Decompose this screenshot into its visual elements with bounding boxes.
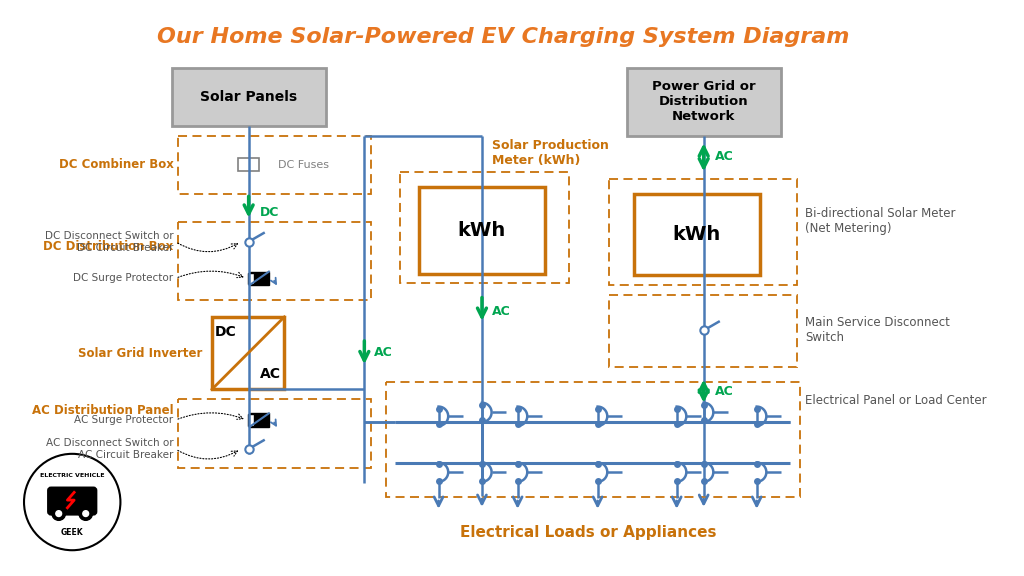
Text: DC Distribution Box: DC Distribution Box — [43, 240, 173, 253]
Text: GEEK: GEEK — [60, 528, 84, 537]
Bar — [634, 194, 760, 275]
Bar — [250, 272, 269, 285]
Bar — [627, 68, 781, 136]
Bar — [419, 187, 545, 274]
Text: kWh: kWh — [673, 225, 721, 244]
Text: DC: DC — [260, 206, 280, 219]
Text: Main Service Disconnect
Switch: Main Service Disconnect Switch — [805, 316, 950, 344]
Text: DC Surge Protector: DC Surge Protector — [74, 274, 173, 283]
Circle shape — [52, 507, 66, 520]
Text: Our Home Solar-Powered EV Charging System Diagram: Our Home Solar-Powered EV Charging Syste… — [157, 27, 849, 47]
Text: Electrical Panel or Load Center: Electrical Panel or Load Center — [805, 395, 986, 407]
Bar — [609, 179, 798, 285]
Text: Bi-directional Solar Meter
(Net Metering): Bi-directional Solar Meter (Net Metering… — [805, 207, 955, 234]
Text: DC Disconnect Switch or
DC Circuit Breaker: DC Disconnect Switch or DC Circuit Break… — [45, 231, 173, 252]
Bar — [178, 222, 371, 300]
Text: Solar Panels: Solar Panels — [200, 90, 297, 104]
Bar — [178, 136, 371, 194]
Bar — [609, 295, 798, 367]
Bar — [248, 272, 254, 284]
Bar — [172, 68, 326, 126]
Text: Power Grid or
Distribution
Network: Power Grid or Distribution Network — [652, 81, 756, 123]
Text: AC Surge Protector: AC Surge Protector — [75, 415, 173, 425]
Bar — [248, 414, 254, 426]
Circle shape — [79, 507, 92, 520]
Bar — [178, 399, 371, 468]
Text: Solar Production
Meter (kWh): Solar Production Meter (kWh) — [492, 139, 608, 167]
Text: AC: AC — [260, 367, 282, 381]
Text: kWh: kWh — [458, 221, 506, 240]
Circle shape — [56, 511, 61, 517]
Text: DC Combiner Box: DC Combiner Box — [58, 158, 173, 171]
Bar — [386, 381, 800, 497]
Bar — [250, 414, 269, 427]
Circle shape — [83, 511, 89, 517]
Text: AC: AC — [715, 385, 734, 397]
Text: AC: AC — [715, 150, 734, 164]
Text: AC Disconnect Switch or
AC Circuit Breaker: AC Disconnect Switch or AC Circuit Break… — [46, 438, 173, 460]
Text: AC: AC — [374, 346, 393, 359]
Bar — [238, 158, 259, 171]
Text: AC Distribution Panel: AC Distribution Panel — [32, 404, 173, 417]
Text: Solar Grid Inverter: Solar Grid Inverter — [78, 347, 203, 360]
Text: AC: AC — [492, 305, 510, 317]
FancyBboxPatch shape — [48, 487, 96, 514]
Circle shape — [24, 454, 121, 550]
Text: ELECTRIC VEHICLE: ELECTRIC VEHICLE — [40, 472, 104, 478]
Text: DC Fuses: DC Fuses — [278, 160, 329, 169]
Text: DC: DC — [215, 325, 237, 339]
Bar — [212, 317, 285, 389]
Text: Electrical Loads or Appliances: Electrical Loads or Appliances — [460, 525, 716, 540]
Bar — [400, 172, 568, 283]
